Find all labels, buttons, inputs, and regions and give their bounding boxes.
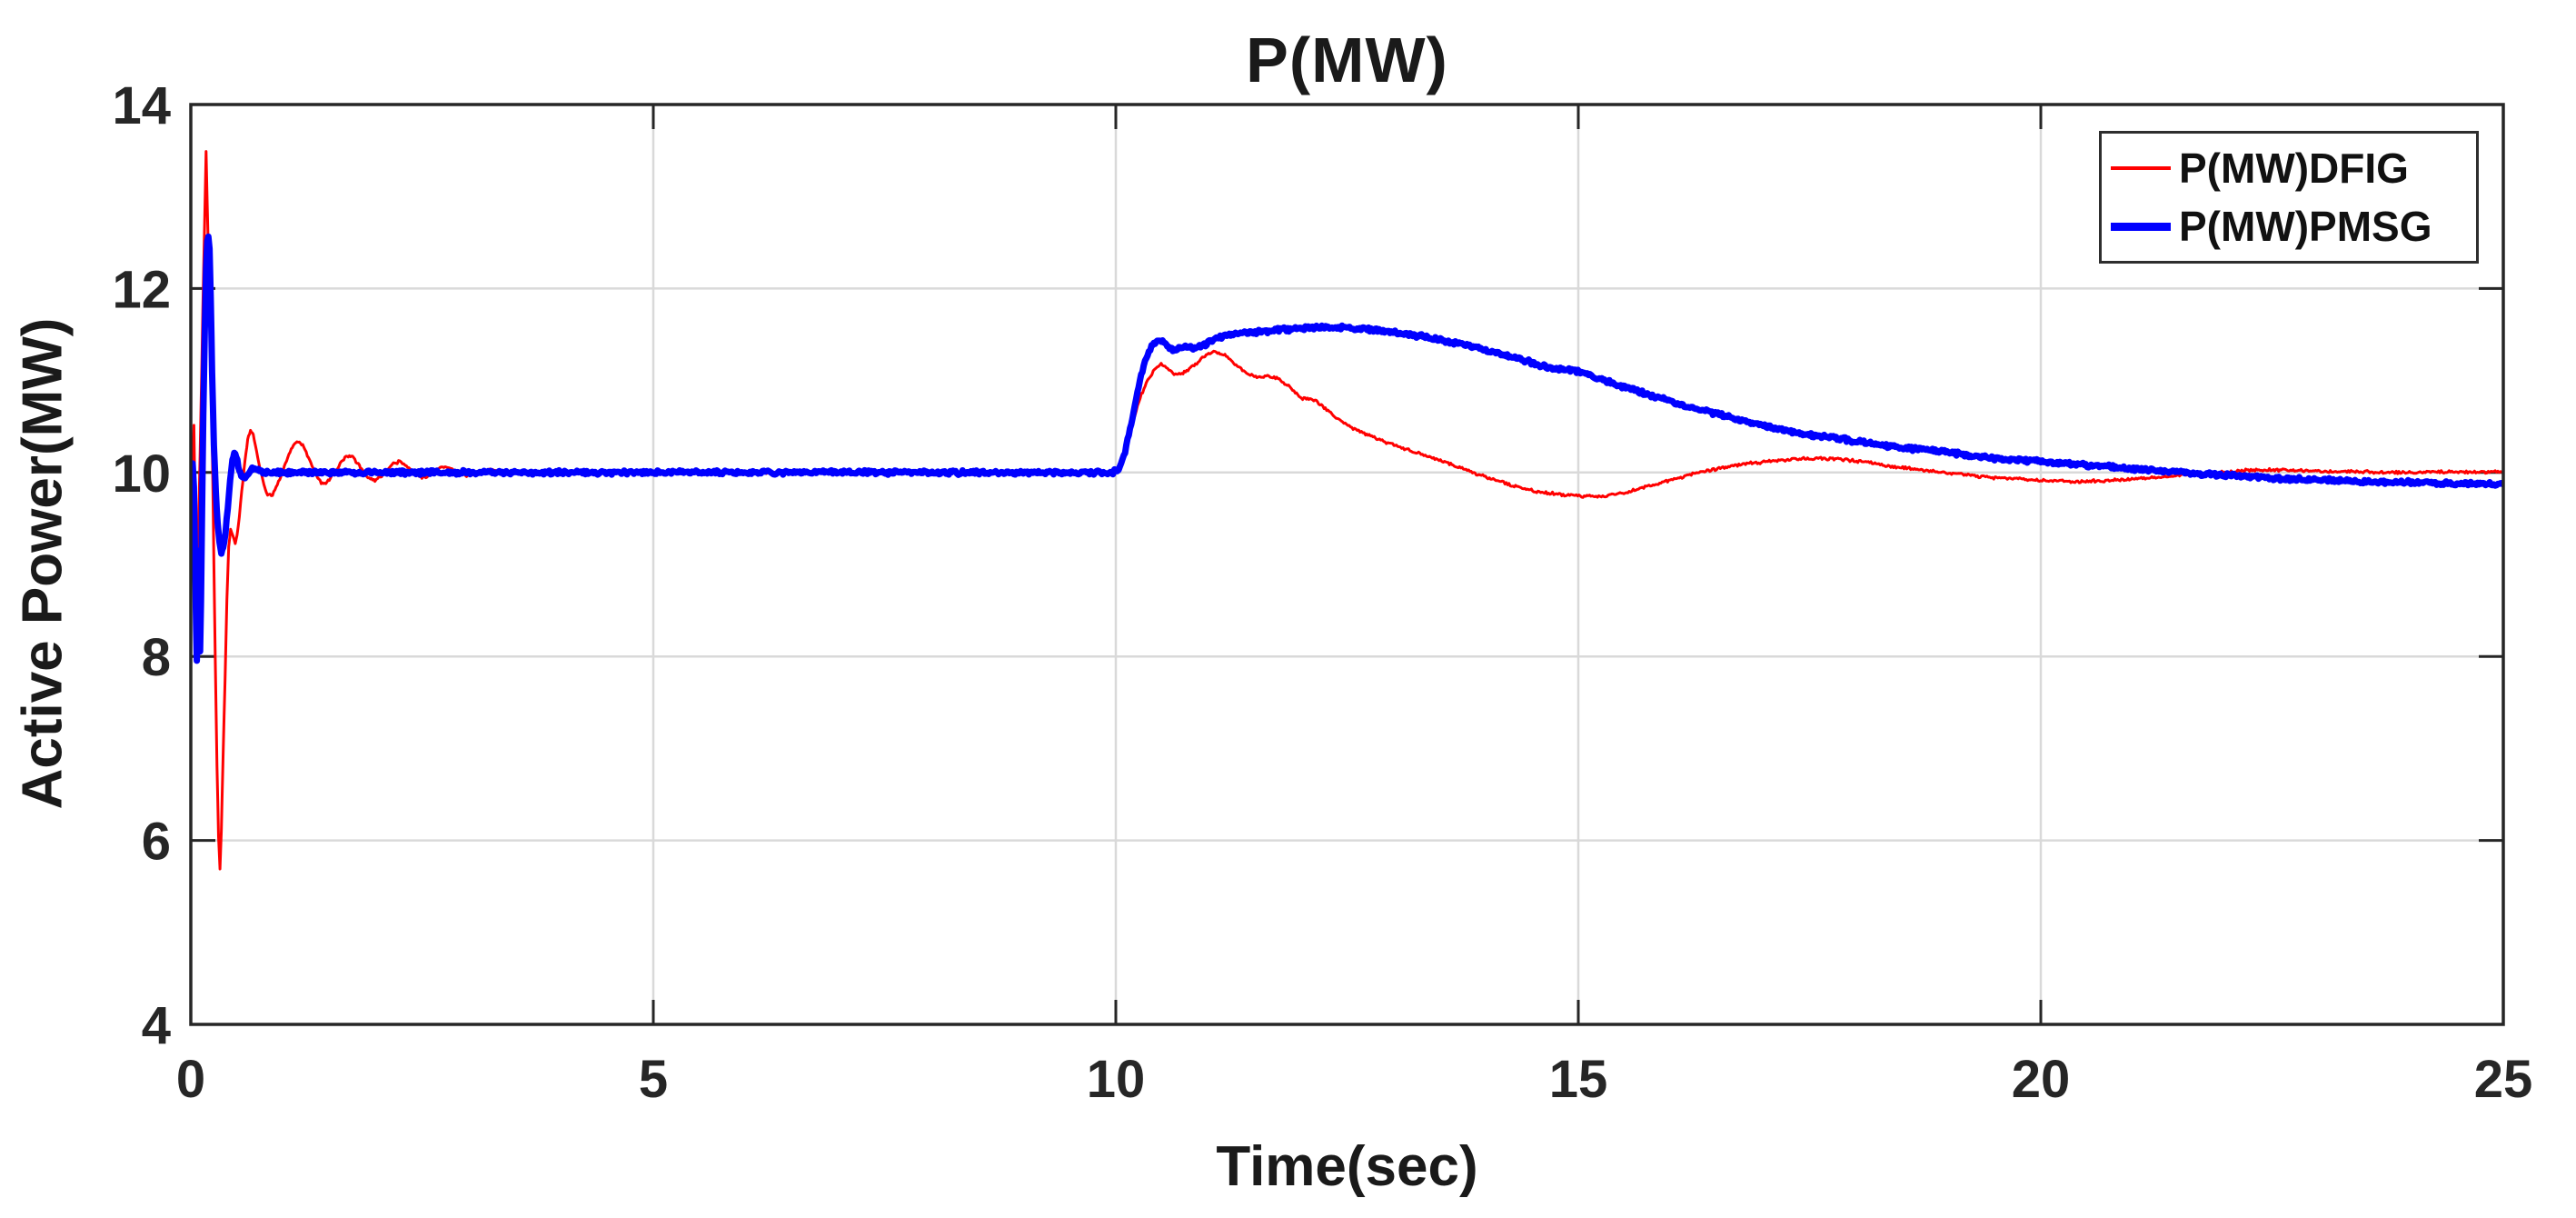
y-tick-label: 14: [112, 76, 171, 135]
legend: P(MW)DFIG P(MW)PMSG: [2099, 131, 2479, 264]
series-group: [191, 150, 2503, 871]
legend-line-sample-pmsg: [2111, 222, 2171, 231]
x-axis-label: Time(sec): [1216, 1135, 1478, 1198]
y-tick-label: 12: [112, 260, 171, 319]
legend-label-pmsg: P(MW)PMSG: [2179, 203, 2432, 250]
legend-label-dfig: P(MW)DFIG: [2179, 145, 2409, 192]
series-pmsg-line: [191, 233, 2503, 664]
plot-border: [189, 103, 2505, 1026]
x-tick-label: 0: [176, 1050, 205, 1109]
x-tick-label: 5: [639, 1050, 668, 1109]
y-tick-label: 6: [142, 813, 171, 872]
y-axis-label: Active Power(MW): [11, 317, 75, 810]
x-tick-label: 25: [2474, 1050, 2533, 1109]
x-tick-label: 10: [1087, 1050, 1146, 1109]
y-tick-label: 8: [142, 628, 171, 687]
legend-item-pmsg: P(MW)PMSG: [2111, 197, 2467, 255]
x-tick-label: 15: [1549, 1050, 1608, 1109]
legend-item-dfig: P(MW)DFIG: [2111, 139, 2467, 197]
y-tick-label: 4: [142, 996, 171, 1055]
x-tick-label: 20: [2012, 1050, 2071, 1109]
y-tick-label: 10: [112, 444, 171, 504]
legend-line-sample-dfig: [2111, 166, 2171, 170]
chart-title: P(MW): [1246, 25, 1448, 95]
